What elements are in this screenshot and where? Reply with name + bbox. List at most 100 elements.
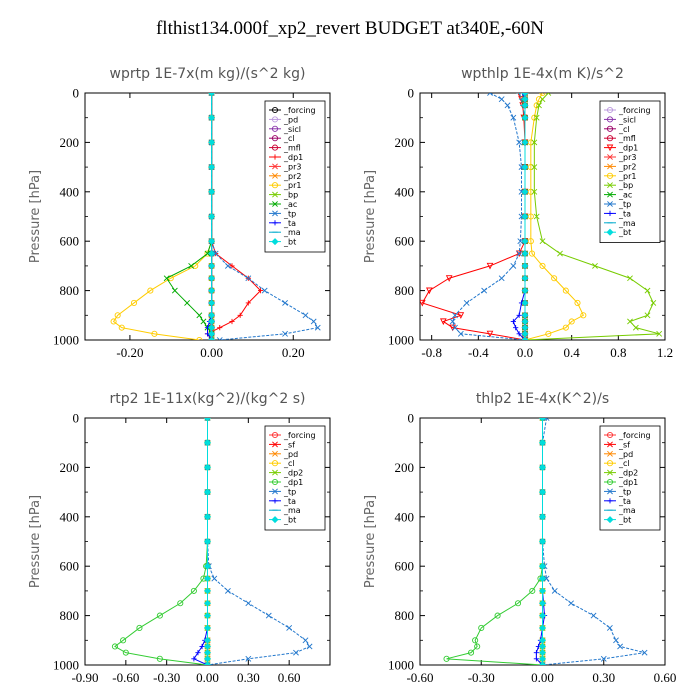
y-tick-label: 600 <box>395 559 415 574</box>
data-point <box>208 274 216 282</box>
data-point <box>513 325 519 331</box>
legend-marker <box>607 163 613 170</box>
series-line <box>446 418 543 665</box>
legend-label: _dp1 <box>283 478 303 487</box>
data-point <box>520 93 526 96</box>
data-point <box>521 163 529 171</box>
data-point <box>111 643 118 650</box>
data-point <box>156 655 163 662</box>
data-point <box>562 287 569 294</box>
legend-label: _cl <box>283 134 295 143</box>
data-point <box>521 274 529 282</box>
data-point <box>538 587 547 595</box>
data-point <box>208 262 216 270</box>
data-point <box>538 537 547 546</box>
legend-label: _cl <box>618 459 630 468</box>
data-point <box>203 537 212 546</box>
legend-marker <box>272 220 278 226</box>
data-point <box>203 488 212 496</box>
legend-marker <box>271 135 279 142</box>
data-point <box>617 643 624 650</box>
legend-marker <box>607 469 613 476</box>
legend-marker <box>606 516 614 524</box>
data-point <box>420 299 426 307</box>
legend-label: _mfl <box>618 134 636 143</box>
data-point <box>190 587 197 594</box>
y-tick-label: 1000 <box>53 658 79 673</box>
data-point <box>535 96 543 103</box>
legend-marker <box>606 172 614 179</box>
series-line <box>114 418 208 665</box>
x-tick-label: 1.2 <box>657 345 673 360</box>
legend-label: _ac <box>618 191 632 200</box>
legend-marker <box>606 228 614 236</box>
data-point <box>443 655 450 662</box>
data-point <box>543 575 550 582</box>
legend-label: _ta <box>618 497 631 506</box>
data-point <box>538 661 547 665</box>
y-tick-label: 400 <box>60 509 80 524</box>
data-point <box>184 300 191 306</box>
series-line <box>421 93 526 340</box>
data-point <box>641 649 648 656</box>
data-point <box>521 336 529 340</box>
data-point <box>196 312 203 319</box>
data-point <box>440 318 447 326</box>
data-point <box>538 599 547 607</box>
legend-label: _ta <box>283 219 296 228</box>
legend-marker <box>606 431 614 439</box>
series-line <box>112 93 213 340</box>
x-tick-label: 0.00 <box>200 345 223 360</box>
series-tp <box>449 93 528 340</box>
legend-marker <box>271 116 279 123</box>
legend-marker <box>271 144 279 151</box>
data-point <box>521 250 529 258</box>
data-point <box>203 575 212 583</box>
data-point <box>650 300 657 306</box>
y-tick-label: 200 <box>60 460 80 475</box>
data-point <box>580 312 587 319</box>
data-point <box>486 262 494 270</box>
data-point <box>208 114 216 122</box>
data-point <box>208 138 216 146</box>
data-point <box>204 250 211 257</box>
legend-label: _mfl <box>283 144 301 153</box>
y-axis-label: Pressure [hPa] <box>28 495 43 588</box>
legend-marker <box>607 191 613 198</box>
data-point <box>516 312 522 318</box>
legend-box <box>599 100 661 244</box>
data-point <box>514 600 522 607</box>
data-point <box>293 649 299 656</box>
panel-title: wprtp 1E-7x(m kg)/(s^2 kg) <box>110 66 306 82</box>
legend-label: _tp <box>618 200 631 209</box>
data-point <box>545 93 552 96</box>
legend-label: _bt <box>283 516 296 525</box>
data-point <box>426 287 433 295</box>
y-tick-label: 800 <box>395 283 415 298</box>
legend-marker <box>272 488 278 495</box>
data-point <box>457 330 464 337</box>
legend-label: _dp2 <box>618 469 638 478</box>
data-point <box>203 624 212 632</box>
legend: _forcing_pd_sicl_cl_mfl_dp1_pr3_pr2_pr1_… <box>264 100 326 253</box>
data-point <box>644 287 651 294</box>
legend-marker <box>272 469 278 476</box>
data-point <box>286 625 293 631</box>
data-point <box>229 263 235 269</box>
legend-label: _ta <box>618 209 631 218</box>
data-point <box>302 637 309 644</box>
data-point <box>463 300 470 306</box>
data-point <box>110 318 117 325</box>
legend-label: _sicl <box>283 125 301 134</box>
legend-marker <box>271 516 279 524</box>
legend-label: _pd <box>618 450 633 459</box>
data-point <box>203 513 212 521</box>
legend-marker <box>272 172 278 179</box>
legend-marker <box>272 210 278 217</box>
data-point <box>551 275 558 282</box>
data-point <box>200 318 207 325</box>
data-point <box>216 337 223 340</box>
legend-label: _ma <box>618 506 636 515</box>
data-point <box>212 250 219 257</box>
legend-label: _tp <box>283 209 296 218</box>
